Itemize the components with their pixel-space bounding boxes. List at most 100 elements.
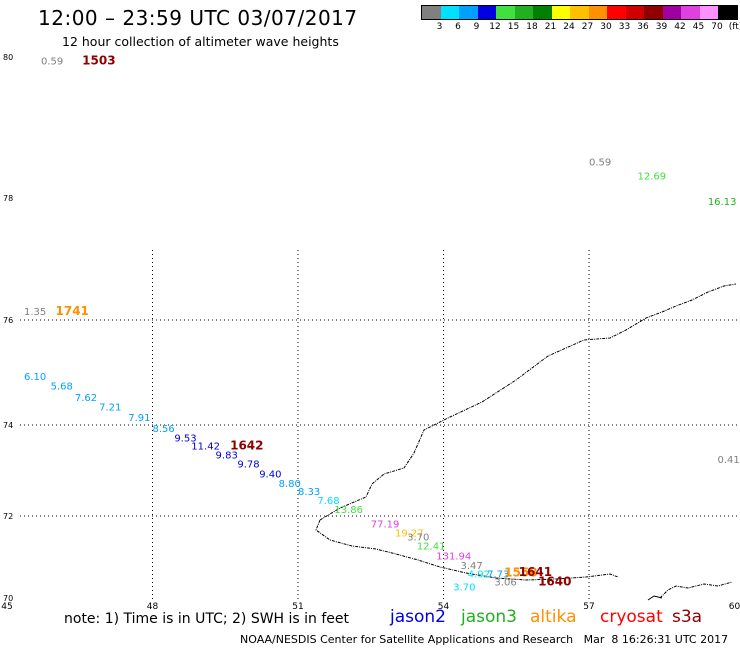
page-subtitle: 12 hour collection of altimeter wave hei…: [62, 34, 339, 49]
legend-swatches: [421, 5, 738, 20]
legend-label: 21: [544, 22, 557, 32]
wave-height-value: 8.33: [298, 487, 320, 498]
wave-height-value: 19.27: [395, 528, 424, 539]
wave-height-value: 7.73: [487, 569, 509, 580]
legend-label: 6: [455, 22, 461, 32]
lat-lon-gridlines: [20, 250, 738, 600]
legend-label: 36: [637, 22, 649, 32]
observation-time-label: 1558: [504, 566, 537, 580]
observation-time-label: 1741: [56, 304, 89, 318]
wave-height-value: 7.62: [75, 393, 97, 404]
longitude-tick-label: 57: [583, 602, 594, 612]
legend-swatch: [607, 6, 626, 19]
latitude-tick-label: 76: [3, 316, 13, 325]
legend-label: 12: [489, 22, 501, 32]
satellite-jason3-label: jason3: [461, 607, 517, 627]
wave-height-value: 12.41: [417, 542, 446, 553]
latitude-tick-label: 80: [3, 53, 13, 62]
legend-swatch: [459, 6, 478, 19]
wave-height-value: 6.10: [24, 372, 46, 383]
longitude-tick-labels: 45 48 51 54 57 60: [1, 602, 740, 612]
wave-height-value: 9.78: [237, 460, 259, 471]
wave-height-value: 131.94: [436, 551, 471, 562]
longitude-tick-label: 54: [438, 602, 450, 612]
satellite-cryosat-label: cryosat: [600, 607, 663, 627]
legend-swatch: [662, 6, 681, 19]
latitude-tick-label: 78: [3, 194, 13, 203]
legend-label: 33: [618, 22, 631, 32]
legend-swatch: [533, 6, 552, 19]
wave-height-value: 9.83: [216, 451, 238, 462]
satellite-altika-label: altika: [530, 607, 577, 627]
legend-swatch: [514, 6, 533, 19]
wave-height-value: 0.59: [589, 157, 611, 168]
wave-height-value: 0.59: [41, 57, 63, 68]
longitude-tick-label: 48: [147, 602, 159, 612]
legend-label: 27: [581, 22, 594, 32]
wave-height-value: 8.80: [279, 479, 301, 490]
wave-height-value: 0.41: [718, 455, 740, 466]
legend-swatch: [588, 6, 607, 19]
legend-swatch: [496, 6, 515, 19]
latitude-tick-labels: 80 78 76 74 72 70: [3, 53, 13, 603]
coastline: [315, 283, 737, 601]
page-title: 12:00 – 23:59 UTC 03/07/2017: [38, 6, 358, 30]
legend-label: 42: [674, 22, 686, 32]
wave-height-value: 9.40: [259, 470, 281, 481]
data-credit: NOAA/NESDIS Center for Satellite Applica…: [240, 633, 729, 646]
legend-label: 18: [526, 22, 538, 32]
wave-height-value: 77.19: [371, 519, 400, 530]
legend-swatch: [422, 6, 441, 19]
latitude-tick-label: 70: [3, 594, 13, 603]
wave-height-value: 12.69: [638, 171, 667, 182]
legend-label: (ft): [728, 22, 740, 32]
legend-swatch: [477, 6, 496, 19]
wave-height-value: 3.70: [407, 533, 429, 544]
observation-time-label: 1640: [538, 575, 571, 589]
legend-swatch: [625, 6, 644, 19]
legend-label: 30: [600, 22, 612, 32]
longitude-tick-label: 60: [729, 602, 740, 612]
wave-height-value: 7.91: [128, 413, 150, 424]
wave-height-value: 3.06: [494, 578, 516, 589]
observation-time-label: 1642: [230, 438, 263, 452]
wave-height-value: 3.70: [453, 583, 475, 594]
observation-time-label: 1641: [519, 565, 552, 579]
longitude-tick-label: 45: [1, 602, 12, 612]
legend-swatch: [570, 6, 589, 19]
wave-height-value: 7.68: [317, 496, 339, 507]
legend-label: 9: [473, 22, 480, 32]
legend-swatch: [644, 6, 663, 19]
wave-height-value: 16.13: [708, 197, 737, 208]
legend-swatch: [699, 6, 718, 19]
wave-height-value: 9.53: [174, 434, 196, 445]
wave-height-value: 7.21: [99, 403, 121, 414]
wave-height-value: 1.35: [24, 307, 46, 318]
wave-height-value: 11.42: [191, 441, 220, 452]
satellite-jason2-label: jason2: [390, 607, 446, 627]
latitude-tick-label: 74: [3, 421, 13, 430]
wave-height-value: 13.86: [334, 505, 363, 516]
satellite-s3a-label: s3a: [672, 607, 703, 627]
legend-label: 15: [507, 22, 520, 32]
footer-note: note: 1) Time is in UTC; 2) SWH is in fe…: [64, 611, 350, 627]
legend-label: 45: [692, 22, 705, 32]
legend-swatch: [718, 6, 737, 19]
observation-time-label: 1503: [82, 54, 115, 68]
legend-label: 3: [436, 22, 443, 32]
wave-height-value: 8.56: [153, 424, 175, 435]
longitude-tick-label: 51: [292, 602, 303, 612]
legend-label: 24: [563, 22, 575, 32]
legend-label: 39: [655, 22, 668, 32]
legend-label: 70: [711, 22, 723, 32]
wave-height-value: 4.92: [468, 569, 490, 580]
legend-swatch: [551, 6, 570, 19]
legend-swatch: [681, 6, 700, 19]
latitude-tick-label: 72: [3, 512, 13, 521]
wave-height-value: 5.68: [51, 382, 73, 393]
legend-swatch: [440, 6, 459, 19]
